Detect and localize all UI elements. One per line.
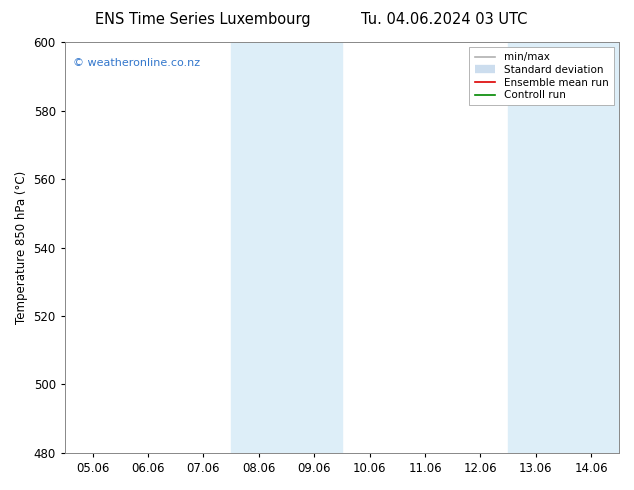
Y-axis label: Temperature 850 hPa (°C): Temperature 850 hPa (°C) bbox=[15, 171, 28, 324]
Bar bbox=[508, 42, 619, 453]
Text: © weatheronline.co.nz: © weatheronline.co.nz bbox=[73, 58, 200, 69]
Text: ENS Time Series Luxembourg: ENS Time Series Luxembourg bbox=[95, 12, 311, 27]
Bar bbox=[231, 42, 342, 453]
Text: Tu. 04.06.2024 03 UTC: Tu. 04.06.2024 03 UTC bbox=[361, 12, 527, 27]
Legend: min/max, Standard deviation, Ensemble mean run, Controll run: min/max, Standard deviation, Ensemble me… bbox=[469, 47, 614, 105]
